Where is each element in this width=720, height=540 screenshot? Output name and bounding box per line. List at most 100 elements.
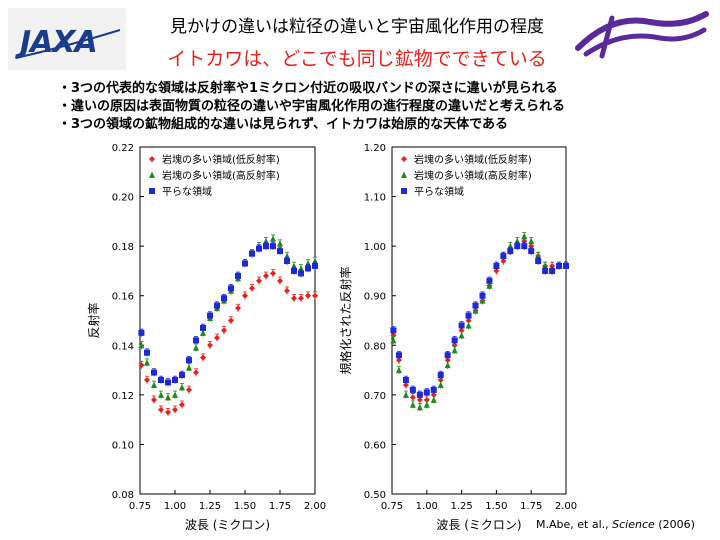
data-point: [402, 376, 409, 383]
legend: 岩塊の多い領域(低反射率) 岩塊の多い領域(高反射率) 平らな領域: [149, 153, 280, 198]
plot-frame: [391, 146, 567, 495]
data-point: [465, 321, 472, 329]
data-point: [444, 352, 451, 359]
citation-journal: Science: [612, 518, 655, 531]
legend-label: 平らな領域: [414, 185, 464, 198]
y-tick-label: 0.18: [112, 242, 134, 253]
isas-logo: [575, 11, 709, 59]
data-point: [277, 248, 283, 255]
x-tick-label: 1.25: [199, 501, 221, 512]
y-tick-label: 0.20: [112, 193, 134, 204]
y-axis-label: 規格化された反射率: [338, 266, 353, 374]
data-point: [200, 324, 206, 331]
data-point: [256, 277, 262, 284]
x-tick-label: 2.00: [304, 501, 326, 512]
data-point: [305, 265, 311, 272]
bullet-item: ・3つの代表的な領域は反射率や1ミクロン付近の吸収バンドの深さに違いが見られる: [58, 81, 558, 96]
data-point: [214, 302, 220, 309]
data-point: [172, 406, 178, 413]
x-tick-label: 1.00: [164, 501, 186, 512]
data-point: [402, 381, 409, 388]
data-point: [395, 366, 402, 374]
data-point: [151, 369, 157, 376]
data-point: [451, 346, 458, 354]
data-point: [528, 248, 535, 255]
data-point: [138, 362, 145, 369]
x-tick-label: 0.75: [381, 501, 403, 512]
x-axis-label: 波長 (ミクロン): [436, 518, 521, 532]
data-point: [249, 250, 255, 257]
data-point: [451, 337, 458, 344]
x-tick-label: 0.75: [129, 501, 151, 512]
data-point: [270, 243, 276, 250]
series-3: [138, 241, 318, 387]
data-point: [165, 393, 171, 401]
series-1: [138, 269, 318, 417]
data-point: [270, 270, 276, 277]
data-point: [556, 262, 563, 269]
data-point: [528, 237, 535, 245]
legend-label: 岩塊の多い領域(低反射率): [414, 153, 532, 166]
legend-label: 平らな領域: [162, 185, 212, 198]
data-point: [242, 260, 248, 267]
y-tick-label: 1.20: [364, 143, 386, 154]
bullet-item: ・3つの領域の鉱物組成的な違いは見られず、イトカワは始原的な天体である: [58, 117, 509, 132]
data-point: [256, 245, 262, 252]
data-point: [444, 361, 451, 369]
citation-author: M.Abe, et al.,: [536, 518, 609, 531]
data-point: [235, 305, 241, 312]
series-3: [390, 241, 569, 399]
data-point: [179, 383, 185, 391]
plot-frame: [139, 146, 316, 495]
data-point: [172, 376, 178, 383]
data-point: [144, 349, 150, 356]
data-point: [458, 322, 465, 329]
citation: M.Abe, et al., Science (2006): [536, 518, 695, 531]
bullet-item: ・違いの原因は表面物質の粒径の違いや宇宙風化作用の進行程度の違いだと考えられる: [58, 99, 566, 114]
data-point: [430, 396, 437, 403]
data-point: [186, 357, 192, 364]
y-tick-label: 0.70: [364, 391, 386, 402]
data-point: [221, 327, 227, 334]
data-point: [390, 336, 397, 344]
legend-marker: [149, 188, 155, 194]
data-point: [235, 272, 241, 279]
data-point: [395, 357, 402, 364]
data-point: [500, 258, 507, 265]
data-point: [193, 337, 199, 344]
data-point: [549, 267, 556, 274]
data-point: [416, 391, 423, 398]
data-point: [277, 277, 283, 284]
legend: 岩塊の多い領域(低反射率) 岩塊の多い領域(高反射率) 平らな領域: [401, 153, 532, 198]
data-point: [242, 292, 248, 299]
data-point: [409, 401, 416, 408]
data-point: [486, 277, 493, 284]
data-point: [395, 352, 402, 359]
data-point: [214, 334, 220, 341]
data-point: [249, 285, 255, 292]
data-point: [165, 379, 171, 386]
chart-2: 0.75 1.00 1.25 1.50 1.75 2.00 0.50 0.60 0.70 0.80…: [338, 143, 577, 532]
data-point: [423, 401, 430, 408]
data-point: [493, 267, 500, 274]
legend-label: 岩塊の多い領域(高反射率): [414, 169, 532, 182]
data-point: [151, 381, 157, 388]
data-point: [165, 409, 171, 416]
page-title: 見かけの違いは粒径の違いと宇宙風化作用の程度: [170, 17, 544, 37]
y-tick-label: 1.10: [364, 193, 386, 204]
legend-marker: [149, 171, 155, 178]
data-point: [193, 369, 199, 376]
data-point: [479, 297, 486, 304]
y-tick-label: 1.00: [364, 242, 386, 253]
y-tick-label: 0.60: [364, 440, 386, 451]
data-point: [479, 292, 486, 299]
data-point: [200, 354, 206, 361]
data-point: [472, 302, 479, 309]
data-point: [500, 253, 507, 260]
data-point: [200, 329, 206, 336]
data-point: [312, 262, 318, 269]
x-tick-label: 1.75: [269, 501, 291, 512]
legend-marker: [401, 188, 407, 194]
chart-1: 0.75 1.00 1.25 1.50 1.75 2.00 0.08 0.10 0.12 0.14…: [86, 143, 326, 532]
data-point: [514, 243, 521, 250]
